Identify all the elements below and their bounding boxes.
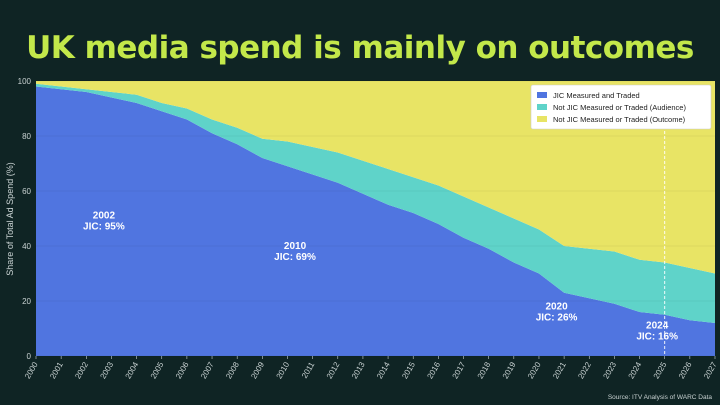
x-tick-label: 2005 [149,360,166,380]
x-tick-label: 2024 [627,360,644,380]
source-note: Source: ITV Analysis of WARC Data [608,394,713,401]
x-tick-label: 2012 [325,360,342,380]
area-series-1 [36,86,715,356]
x-tick-label: 2019 [501,360,518,380]
annotation-year: 2002 [93,211,116,222]
x-tick-label: 2017 [451,360,468,380]
area-series-2 [36,83,715,323]
x-tick-label: 2022 [576,360,593,380]
annotation-year: 2024 [646,321,669,332]
x-tick-label: 2009 [249,360,266,380]
x-tick-label: 2001 [48,360,65,380]
x-tick-label: 2014 [375,360,392,380]
x-tick-label: 2026 [677,360,694,380]
slide-title: UK media spend is mainly on outcomes [26,30,694,66]
x-tick-label: 2010 [275,360,292,380]
x-tick-label: 2008 [224,360,241,380]
y-tick-label: 0 [27,352,32,361]
x-tick-label: 2023 [601,360,618,380]
x-tick-label: 2027 [702,360,719,380]
x-tick-label: 2021 [551,360,568,380]
annotation-share: JIC: 69% [274,252,316,263]
legend-label: Not JIC Measured or Traded (Audience) [553,103,686,112]
legend [530,84,712,130]
x-tick-label: 2015 [400,360,417,380]
x-tick-label: 2020 [526,360,543,380]
x-tick-label: 2013 [350,360,367,380]
x-tick-label: 2000 [23,360,40,380]
x-tick-label: 2003 [98,360,115,380]
x-tick-label: 2011 [300,360,317,380]
annotation-year: 2020 [545,301,568,312]
x-tick-label: 2006 [174,360,191,380]
legend-swatch [537,116,547,122]
y-axis-label: Share of Total Ad Spend (%) [5,162,15,275]
annotation-share: JIC: 26% [536,312,578,323]
x-tick-label: 2018 [476,360,493,380]
y-tick-label: 40 [22,242,31,251]
y-tick-label: 100 [18,77,32,86]
legend-label: Not JIC Measured or Traded (Outcome) [553,115,686,124]
legend-swatch [537,92,547,98]
y-tick-label: 80 [22,132,31,141]
annotation-year: 2010 [284,241,307,252]
x-tick-label: 2016 [425,360,442,380]
y-tick-label: 60 [22,187,31,196]
legend-label: JIC Measured and Traded [553,91,640,100]
x-tick-label: 2004 [124,360,141,380]
x-tick-label: 2002 [73,360,90,380]
annotation-share: JIC: 95% [83,222,125,233]
annotation-share: JIC: 16% [636,332,678,343]
x-tick-label: 2007 [199,360,216,380]
x-tick-label: 2025 [652,360,669,380]
legend-swatch [537,104,547,110]
y-tick-label: 20 [22,297,31,306]
